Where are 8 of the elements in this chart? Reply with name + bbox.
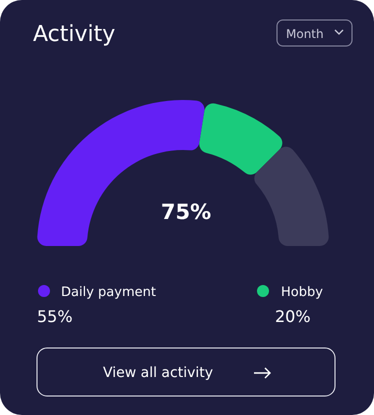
- data-label: 20%: [275, 307, 311, 326]
- legend-label: Hobby: [281, 285, 324, 300]
- dropdown-field: Month: [276, 20, 352, 46]
- chart-title: Activity: [33, 22, 116, 47]
- data-label: 55%: [37, 307, 73, 326]
- legend-label: Daily payment: [61, 285, 156, 300]
- button: View all activity: [36, 348, 336, 396]
- text: 75%: [160, 200, 212, 224]
